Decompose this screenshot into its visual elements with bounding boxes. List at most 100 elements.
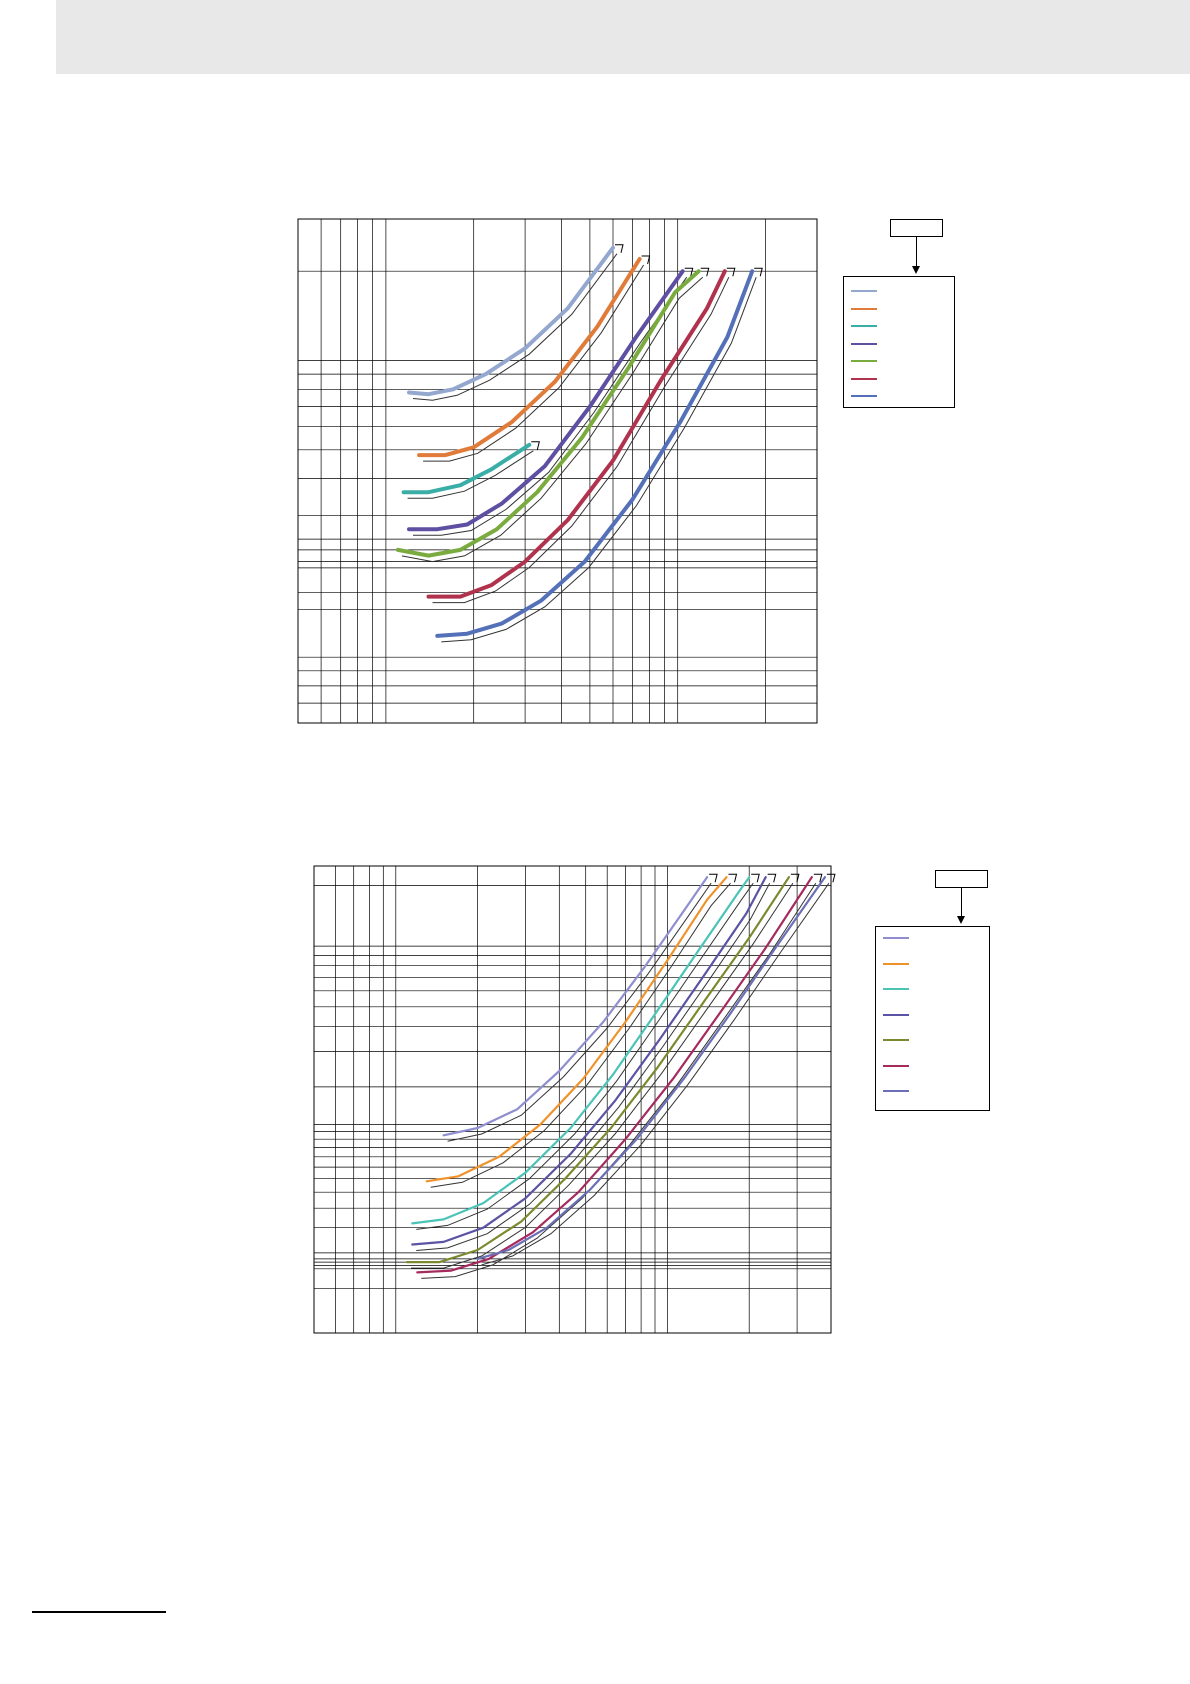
series-3 — [411, 873, 760, 1230]
series-7-point — [726, 336, 729, 338]
series-1-point — [602, 1021, 604, 1023]
series-4-line — [407, 269, 685, 532]
series-7-band — [481, 882, 830, 1266]
series-1-point — [706, 876, 708, 878]
series-5-point — [788, 876, 790, 878]
series-3-band — [416, 882, 754, 1230]
series-6-point — [567, 519, 569, 521]
series-7-point — [729, 1013, 731, 1015]
series-5-point — [564, 1177, 566, 1180]
plot-frame — [297, 218, 818, 724]
series-2-point — [666, 959, 669, 962]
series-2-point — [624, 1021, 627, 1023]
series-5-point — [628, 366, 630, 368]
series-3-point — [402, 491, 405, 494]
series-2-point — [582, 1077, 585, 1080]
series-3-point — [459, 484, 462, 487]
legend-swatch-1 — [851, 290, 877, 292]
series-6-point — [612, 459, 614, 462]
series-1-point — [567, 307, 569, 310]
series-6-point — [724, 270, 726, 273]
series-4-band — [416, 882, 771, 1251]
series-1-band — [412, 253, 618, 401]
legend-arrowhead — [956, 916, 965, 924]
series-4-point — [466, 523, 469, 526]
series-4-point — [681, 270, 684, 273]
legend-tag — [935, 870, 988, 888]
series-6 — [426, 267, 736, 604]
legend-arrow — [960, 888, 962, 916]
series-5-point — [610, 1127, 612, 1129]
series-6-point — [624, 1138, 627, 1140]
series-3 — [401, 441, 540, 499]
series-1-point — [442, 1134, 445, 1137]
series-5-band — [401, 276, 704, 563]
series-1-point — [643, 967, 645, 969]
series-5-end-mark — [700, 267, 710, 277]
series-6-point — [718, 1013, 720, 1015]
series-4-point — [589, 405, 591, 408]
series-7-point — [546, 1226, 548, 1229]
series-6-line — [416, 876, 813, 1274]
series-5-point — [697, 270, 700, 273]
series-6-point — [532, 1231, 534, 1233]
series-6-point — [811, 876, 813, 878]
series-6-end-mark — [813, 873, 823, 883]
series-2-point — [425, 1180, 428, 1183]
series-3-point — [697, 949, 700, 952]
legend-swatch-4 — [851, 342, 877, 345]
series-7-point — [774, 947, 777, 949]
series-3-point — [442, 1218, 445, 1221]
series-7-band — [441, 277, 757, 643]
series-3-point — [528, 444, 531, 446]
series-5 — [395, 267, 710, 563]
series-6-point — [427, 595, 430, 598]
series-7 — [435, 267, 763, 643]
series-4-line — [411, 876, 767, 1246]
series-7-point — [501, 622, 503, 625]
series-3-point — [482, 1202, 485, 1204]
series-2-point — [539, 1123, 541, 1126]
series-6-point — [706, 307, 708, 310]
series-5-band — [411, 882, 794, 1269]
series-1-line — [442, 876, 709, 1137]
series-5-line — [405, 876, 790, 1264]
series-4-point — [658, 1039, 660, 1042]
series-7-point — [589, 1188, 592, 1191]
series-6-band — [432, 276, 730, 604]
series-6-end-mark — [726, 267, 736, 277]
series-2-point — [706, 898, 708, 901]
legend-arrowhead — [911, 266, 920, 274]
series-5-point — [656, 1066, 659, 1069]
series-2 — [417, 255, 651, 462]
series-5-point — [476, 1249, 479, 1251]
legend-swatch-6 — [851, 377, 877, 380]
series-2-point — [444, 454, 447, 456]
series-4-point — [501, 502, 503, 505]
series-1 — [442, 873, 718, 1142]
legend-swatch-7 — [851, 395, 877, 397]
series-3-point — [524, 1171, 527, 1174]
series-4-band — [413, 276, 688, 536]
series-1-point — [452, 388, 454, 391]
series-5-point — [581, 436, 583, 439]
series-4-point — [524, 1197, 527, 1200]
series-3-point — [736, 893, 738, 896]
series-6-point — [488, 1258, 490, 1260]
series-5-end-mark — [790, 873, 800, 883]
series-2-point — [511, 421, 513, 423]
series-1 — [407, 244, 624, 401]
series-4-point — [764, 876, 767, 878]
series-7-point — [583, 560, 586, 563]
series-4-end-mark — [767, 873, 777, 883]
series-5-point — [674, 291, 676, 294]
series-3-band — [407, 450, 534, 499]
series-1-end-mark — [709, 873, 718, 883]
series-4-point — [702, 976, 704, 979]
series-1-point — [683, 909, 685, 912]
header-band — [56, 0, 1190, 74]
series-2-point — [725, 876, 728, 878]
series-6-point — [524, 560, 526, 563]
series-5 — [405, 873, 800, 1269]
series-2 — [425, 873, 738, 1188]
